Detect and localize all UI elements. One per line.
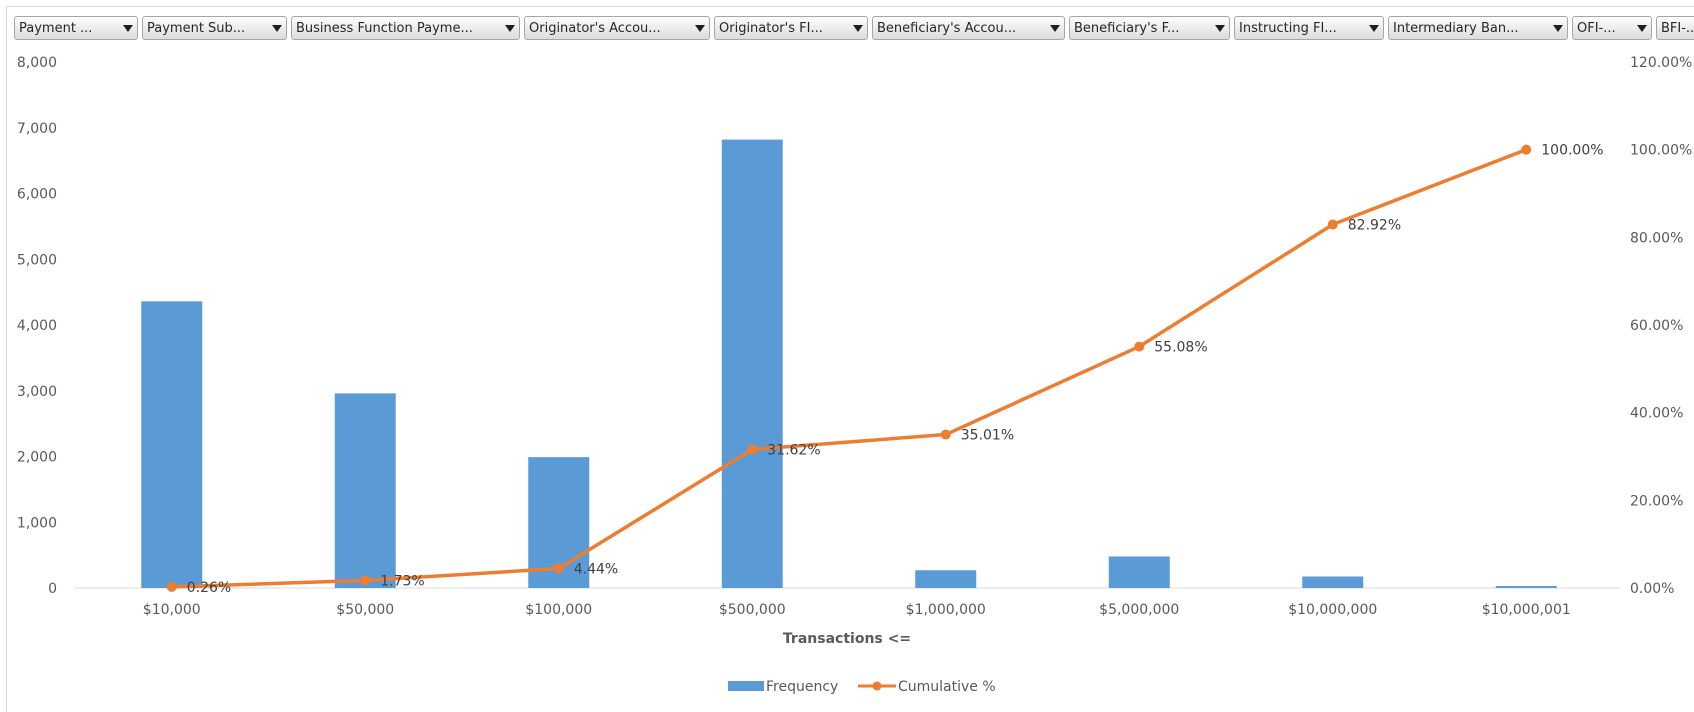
filter-button[interactable]: Originator's FI... bbox=[714, 16, 868, 40]
cumulative-data-label: 100.00% bbox=[1541, 143, 1603, 159]
filter-button[interactable]: Originator's Accou... bbox=[524, 16, 710, 40]
cumulative-point bbox=[940, 429, 951, 440]
dropdown-arrow-icon[interactable] bbox=[1215, 24, 1225, 32]
y-tick-label: 7,000 bbox=[17, 121, 57, 137]
cumulative-data-label: 4.44% bbox=[574, 562, 618, 578]
filter-button[interactable]: Beneficiary's F... bbox=[1069, 16, 1230, 40]
cumulative-point bbox=[1134, 341, 1145, 352]
y2-tick-label: 20.00% bbox=[1630, 493, 1683, 509]
filter-label: Beneficiary's Accou... bbox=[877, 20, 1017, 36]
dropdown-arrow-icon[interactable] bbox=[1637, 24, 1647, 32]
y2-tick-label: 120.00% bbox=[1630, 55, 1692, 71]
x-tick-label: $5,000,000 bbox=[1099, 602, 1179, 618]
cumulative-point bbox=[360, 575, 371, 586]
frequency-bar bbox=[334, 393, 396, 588]
frequency-bar bbox=[1302, 576, 1364, 588]
x-tick-label: $10,000 bbox=[143, 602, 201, 618]
y-tick-label: 0 bbox=[48, 581, 57, 597]
cumulative-data-label: 31.62% bbox=[767, 442, 820, 458]
legend-label-cumulative: Cumulative % bbox=[898, 679, 996, 695]
cumulative-point bbox=[1327, 219, 1338, 230]
cumulative-line bbox=[171, 148, 1527, 589]
x-axis-title: Transactions <= bbox=[783, 631, 911, 647]
x-tick-label: $1,000,000 bbox=[906, 602, 986, 618]
x-tick-label: $100,000 bbox=[525, 602, 592, 618]
y-tick-label: 8,000 bbox=[17, 55, 57, 71]
frequency-bar bbox=[1108, 556, 1170, 588]
frequency-bar bbox=[721, 139, 783, 588]
dropdown-arrow-icon[interactable] bbox=[695, 24, 705, 32]
y2-tick-label: 0.00% bbox=[1630, 581, 1674, 597]
filter-button[interactable]: Payment ... bbox=[14, 16, 138, 40]
filter-label: Originator's FI... bbox=[719, 20, 823, 36]
cumulative-data-label: 35.01% bbox=[961, 428, 1014, 444]
cumulative-data-label: 55.08% bbox=[1154, 340, 1207, 356]
x-tick-label: $10,000,001 bbox=[1482, 602, 1571, 618]
filter-button[interactable]: Beneficiary's Accou... bbox=[872, 16, 1065, 40]
dropdown-arrow-icon[interactable] bbox=[123, 24, 133, 32]
y-tick-label: 6,000 bbox=[17, 187, 57, 203]
cumulative-data-label: 82.92% bbox=[1348, 218, 1401, 234]
dropdown-arrow-icon[interactable] bbox=[505, 24, 515, 32]
legend-label-frequency: Frequency bbox=[766, 679, 838, 695]
filter-button[interactable]: BFI-... bbox=[1656, 16, 1694, 40]
frequency-bar bbox=[1495, 586, 1557, 588]
filter-label: Instructing FI... bbox=[1239, 20, 1337, 36]
x-tick-label: $50,000 bbox=[336, 602, 394, 618]
dropdown-arrow-icon[interactable] bbox=[1553, 24, 1563, 32]
y-tick-label: 5,000 bbox=[17, 252, 57, 268]
filter-label: Beneficiary's F... bbox=[1074, 20, 1180, 36]
filter-label: BFI-... bbox=[1661, 20, 1694, 36]
cumulative-point bbox=[166, 581, 177, 592]
legend: Frequency Cumulative % bbox=[728, 679, 996, 695]
dropdown-arrow-icon[interactable] bbox=[1050, 24, 1060, 32]
filter-label: Payment ... bbox=[19, 20, 93, 36]
cumulative-data-label: 0.26% bbox=[187, 580, 231, 596]
cumulative-point bbox=[553, 563, 564, 574]
filter-button[interactable]: Business Function Payme... bbox=[291, 16, 520, 40]
filter-button[interactable]: Intermediary Ban... bbox=[1388, 16, 1568, 40]
chart-area bbox=[6, 6, 1694, 712]
dropdown-arrow-icon[interactable] bbox=[272, 24, 282, 32]
filter-label: Business Function Payme... bbox=[296, 20, 473, 36]
dropdown-arrow-icon[interactable] bbox=[853, 24, 863, 32]
filter-label: Payment Sub... bbox=[147, 20, 246, 36]
cumulative-point bbox=[1521, 144, 1532, 155]
y2-tick-label: 80.00% bbox=[1630, 230, 1683, 246]
filter-label: OFI-... bbox=[1577, 20, 1616, 36]
x-tick-label: $500,000 bbox=[719, 602, 786, 618]
frequency-bar bbox=[915, 570, 977, 588]
y-tick-label: 3,000 bbox=[17, 384, 57, 400]
y2-tick-label: 100.00% bbox=[1630, 143, 1692, 159]
x-tick-label: $10,000,000 bbox=[1288, 602, 1377, 618]
legend-marker-cumulative bbox=[872, 681, 882, 691]
y-tick-label: 1,000 bbox=[17, 515, 57, 531]
pivot-filter-bar: Payment ... Payment Sub... Business Functi… bbox=[14, 16, 1694, 40]
y-tick-label: 4,000 bbox=[17, 318, 57, 334]
cumulative-point bbox=[747, 444, 758, 455]
frequency-bar bbox=[141, 301, 203, 588]
filter-button[interactable]: Payment Sub... bbox=[142, 16, 287, 40]
filter-label: Originator's Accou... bbox=[529, 20, 661, 36]
y-tick-label: 2,000 bbox=[17, 450, 57, 466]
y2-tick-label: 40.00% bbox=[1630, 406, 1683, 422]
dropdown-arrow-icon[interactable] bbox=[1369, 24, 1379, 32]
cumulative-data-label: 1.73% bbox=[380, 573, 424, 589]
y2-tick-label: 60.00% bbox=[1630, 318, 1683, 334]
legend-swatch-frequency bbox=[728, 681, 764, 691]
filter-button[interactable]: OFI-... bbox=[1572, 16, 1652, 40]
filter-label: Intermediary Ban... bbox=[1393, 20, 1519, 36]
filter-button[interactable]: Instructing FI... bbox=[1234, 16, 1384, 40]
